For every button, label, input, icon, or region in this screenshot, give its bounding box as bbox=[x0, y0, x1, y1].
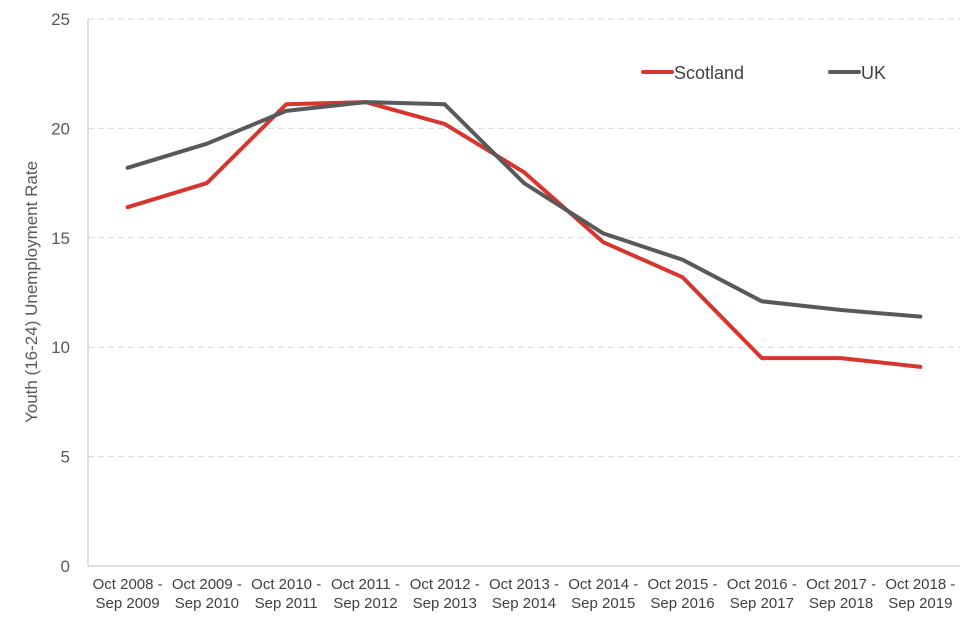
legend-label: Scotland bbox=[674, 63, 744, 83]
y-tick-label: 25 bbox=[51, 10, 70, 29]
x-tick-label: Oct 2010 -Sep 2011 bbox=[251, 576, 321, 612]
y-axis-title: Youth (16-24) Unemployment Rate bbox=[22, 161, 41, 423]
legend-item-scotland: Scotland bbox=[641, 63, 744, 83]
x-tick-label: Oct 2009 -Sep 2010 bbox=[172, 576, 242, 612]
x-tick-label: Oct 2018 -Sep 2019 bbox=[885, 576, 955, 612]
x-tick-label: Oct 2012 -Sep 2013 bbox=[410, 576, 480, 612]
gridlines bbox=[88, 18, 960, 458]
y-tick-labels: 0 5 10 15 20 25 bbox=[51, 10, 70, 576]
x-tick-label: Oct 2017 -Sep 2018 bbox=[806, 576, 876, 612]
x-tick-label: Oct 2014 -Sep 2015 bbox=[568, 576, 638, 612]
x-tick-label: Oct 2015 -Sep 2016 bbox=[648, 576, 718, 612]
y-tick-label: 15 bbox=[51, 229, 70, 248]
y-tick-label: 10 bbox=[51, 338, 70, 357]
legend-label: UK bbox=[861, 63, 886, 83]
x-tick-label: Oct 2016 -Sep 2017 bbox=[727, 576, 797, 612]
y-tick-label: 0 bbox=[61, 557, 70, 576]
series-line-scotland bbox=[125, 100, 923, 369]
x-tick-label: Oct 2011 -Sep 2012 bbox=[331, 576, 400, 612]
axes bbox=[87, 19, 960, 567]
x-tick-label: Oct 2008 -Sep 2009 bbox=[93, 576, 163, 612]
y-tick-label: 5 bbox=[61, 448, 70, 467]
series-line-uk bbox=[125, 100, 923, 319]
legend-item-uk: UK bbox=[828, 63, 886, 83]
series-lines bbox=[125, 100, 923, 369]
legend: Scotland UK bbox=[641, 63, 886, 83]
x-tick-label: Oct 2013 -Sep 2014 bbox=[489, 576, 559, 612]
y-tick-label: 20 bbox=[51, 119, 70, 138]
